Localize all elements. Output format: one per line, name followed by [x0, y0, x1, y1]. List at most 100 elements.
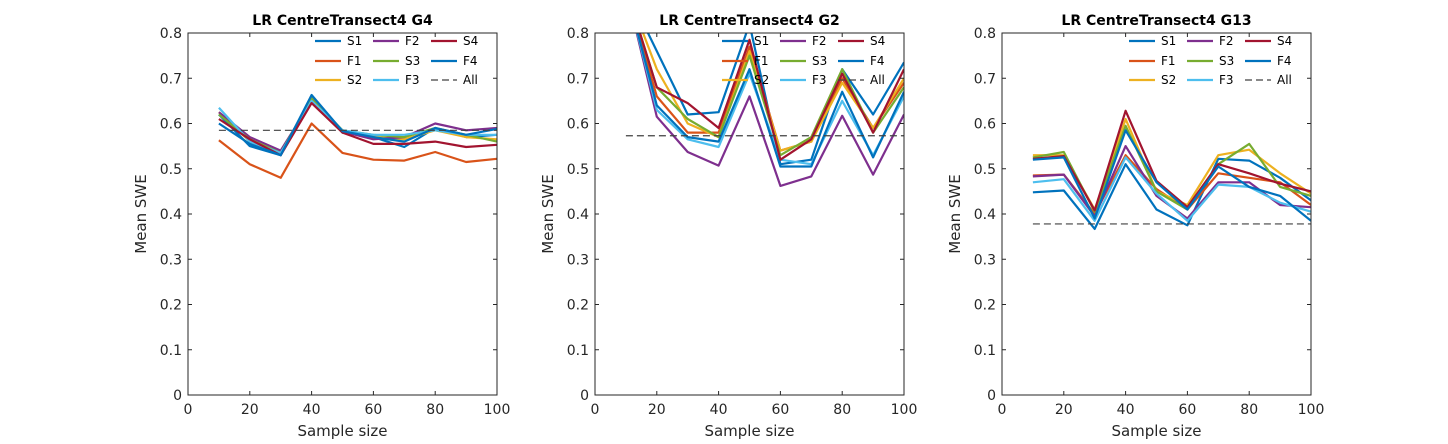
legend: S1 F1 S2 F2 S3 F3 S4 F4 All — [315, 34, 478, 87]
plot-area — [1002, 33, 1311, 395]
y-tick-label: 0.7 — [974, 71, 996, 87]
series-line-f2 — [218, 99, 497, 152]
y-tick-label: 0.6 — [160, 117, 182, 133]
chart-title: LR CentreTransect4 G2 — [659, 13, 839, 29]
y-tick-label: 0 — [987, 388, 996, 404]
x-tick-label: 80 — [1240, 402, 1258, 418]
y-tick-label: 0.4 — [974, 207, 996, 223]
y-axis-label: Mean SWE — [539, 174, 557, 253]
legend-label-s4: S4 — [870, 34, 885, 48]
y-axis-label: Mean SWE — [132, 174, 150, 253]
legend-label-all: All — [870, 73, 885, 87]
y-tick-label: 0.3 — [160, 252, 182, 268]
legend-label-f2: F2 — [812, 34, 827, 48]
legend-label-all: All — [463, 73, 478, 87]
legend-label-s3: S3 — [812, 54, 827, 68]
legend-label-all: All — [1277, 73, 1292, 87]
y-tick-label: 0.7 — [160, 71, 182, 87]
x-axis-label: Sample size — [297, 422, 387, 440]
y-tick-label: 0.7 — [567, 71, 589, 87]
series-line-s4 — [218, 101, 497, 157]
y-tick-label: 0.5 — [160, 162, 182, 178]
y-tick-label: 0.1 — [567, 343, 589, 359]
legend-label-s2: S2 — [1161, 73, 1176, 87]
series-line-f3 — [1032, 156, 1311, 222]
legend-label-s3: S3 — [405, 54, 420, 68]
y-tick-label: 0.8 — [974, 26, 996, 42]
series-line-f4 — [1032, 129, 1311, 222]
y-tick-label: 0.1 — [974, 343, 996, 359]
legend-label-f2: F2 — [405, 34, 420, 48]
legend-label-f4: F4 — [870, 54, 885, 68]
legend-label-f4: F4 — [463, 54, 478, 68]
legend-label-s2: S2 — [347, 73, 362, 87]
plot-area — [188, 33, 497, 395]
series-line-f4 — [218, 93, 497, 157]
y-tick-label: 0.3 — [567, 252, 589, 268]
series-line-f1 — [218, 122, 497, 179]
plot-area — [595, 33, 904, 395]
series-line-s4 — [1032, 109, 1311, 212]
legend-label-f3: F3 — [812, 73, 827, 87]
x-tick-label: 20 — [1055, 402, 1073, 418]
legend-label-s1: S1 — [347, 34, 362, 48]
legend-label-s4: S4 — [1277, 34, 1292, 48]
series-line-s1 — [1032, 157, 1311, 230]
y-tick-label: 0.4 — [160, 207, 182, 223]
y-tick-label: 0 — [580, 388, 589, 404]
series-group — [625, 33, 904, 187]
x-tick-label: 20 — [241, 402, 259, 418]
y-tick-label: 0.2 — [567, 298, 589, 314]
y-tick-label: 0.5 — [974, 162, 996, 178]
x-tick-label: 60 — [364, 402, 382, 418]
series-line-s1 — [646, 33, 904, 166]
x-tick-label: 0 — [184, 402, 193, 418]
legend-label-f1: F1 — [1161, 54, 1176, 68]
x-axis-label: Sample size — [704, 422, 794, 440]
chart-panel-1: 0 20 40 60 80 100 0 0.1 0.2 0.3 0.4 0.5 0.6 0.7 0.8 LR … — [132, 13, 510, 440]
y-tick-label: 0 — [173, 388, 182, 404]
legend-label-s1: S1 — [1161, 34, 1176, 48]
legend: S1 F1 S2 F2 S3 F3 S4 F4 All — [722, 34, 885, 87]
legend-label-f2: F2 — [1219, 34, 1234, 48]
x-tick-label: 80 — [833, 402, 851, 418]
y-tick-label: 0.6 — [974, 117, 996, 133]
x-tick-label: 100 — [484, 402, 511, 418]
x-axis-label: Sample size — [1111, 422, 1201, 440]
chart-panel-3: 0 20 40 60 80 100 0 0.1 0.2 0.3 0.4 0.5 0.6 0.7 0.8 LR … — [946, 13, 1324, 440]
y-tick-label: 0.1 — [160, 343, 182, 359]
series-line-f2 — [635, 33, 904, 187]
legend-label-f1: F1 — [347, 54, 362, 68]
y-tick-label: 0.6 — [567, 117, 589, 133]
legend: S1 F1 S2 F2 S3 F3 S4 F4 All — [1129, 34, 1292, 87]
chart-panel-2: 0 20 40 60 80 100 0 0.1 0.2 0.3 0.4 0.5 0.6 0.7 0.8 LR … — [539, 13, 918, 440]
y-tick-label: 0.8 — [567, 26, 589, 42]
y-tick-label: 0.5 — [567, 162, 589, 178]
x-tick-label: 20 — [648, 402, 666, 418]
legend-label-s2: S2 — [754, 73, 769, 87]
x-tick-label: 0 — [591, 402, 600, 418]
legend-label-f4: F4 — [1277, 54, 1292, 68]
x-tick-label: 60 — [771, 402, 789, 418]
legend-label-f3: F3 — [405, 73, 420, 87]
series-line-s4 — [638, 33, 904, 161]
x-tick-label: 60 — [1178, 402, 1196, 418]
y-axis-label: Mean SWE — [946, 174, 964, 253]
x-tick-label: 0 — [998, 402, 1007, 418]
series-group — [218, 93, 497, 179]
chart-title: LR CentreTransect4 G13 — [1061, 13, 1251, 29]
x-tick-label: 80 — [426, 402, 444, 418]
series-line-f4 — [636, 33, 904, 168]
x-tick-label: 40 — [303, 402, 321, 418]
legend-label-s1: S1 — [754, 34, 769, 48]
y-tick-label: 0.4 — [567, 207, 589, 223]
y-tick-label: 0.2 — [974, 298, 996, 314]
x-tick-label: 100 — [1298, 402, 1325, 418]
x-tick-label: 100 — [891, 402, 918, 418]
y-tick-label: 0.3 — [974, 252, 996, 268]
series-group — [1032, 109, 1311, 230]
legend-label-f1: F1 — [754, 54, 769, 68]
legend-label-s3: S3 — [1219, 54, 1234, 68]
y-tick-label: 0.2 — [160, 298, 182, 314]
